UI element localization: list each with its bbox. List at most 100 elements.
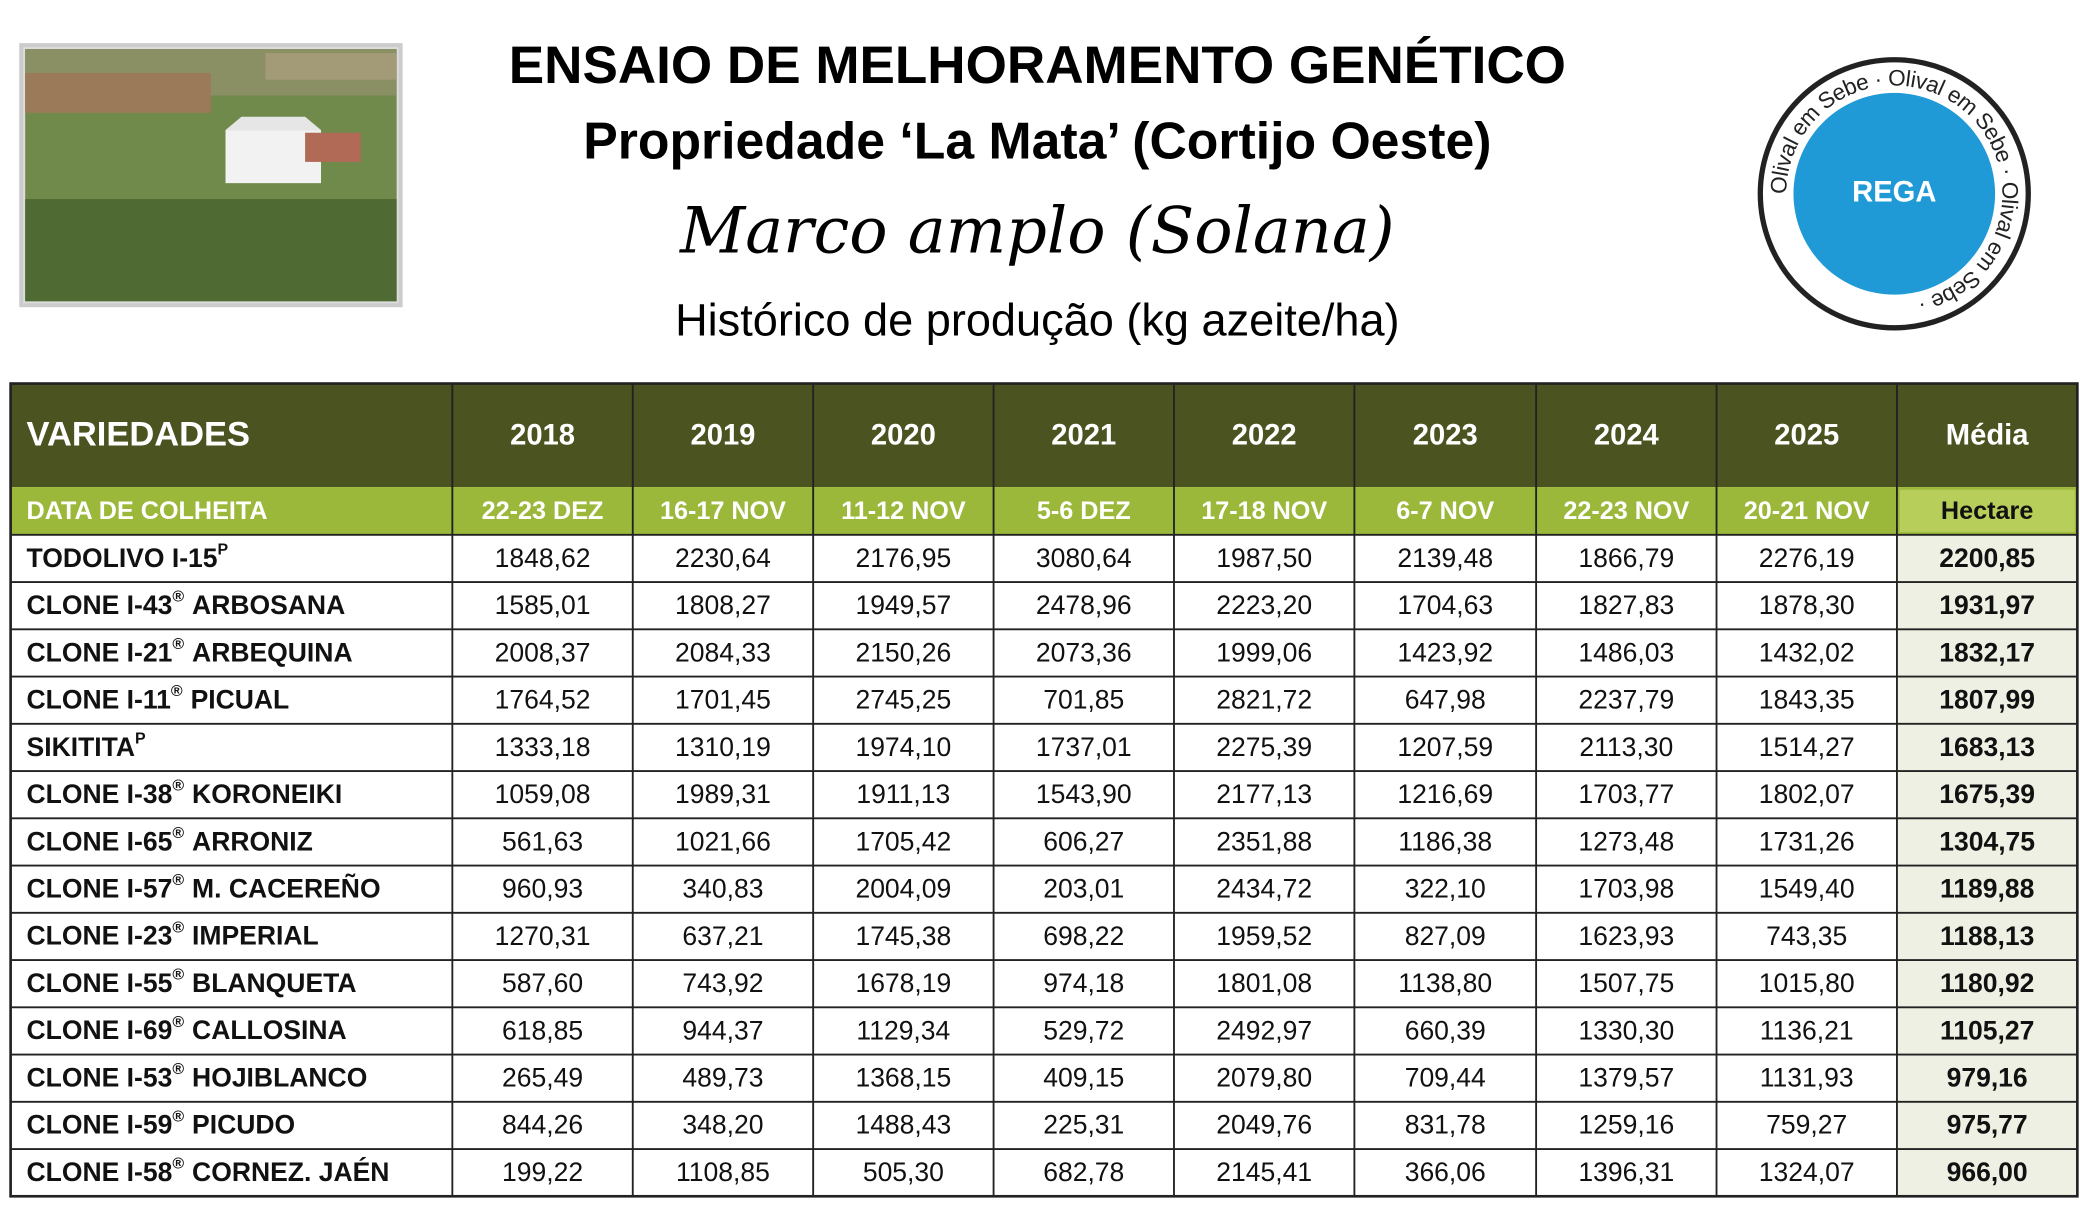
variety: CLONE I-58 [27,1157,173,1187]
value-cell: 1507,75 [1578,968,1674,998]
value-cell: 1273,48 [1578,826,1674,856]
value-cell: 1949,57 [855,590,951,620]
column-header: VARIEDADES [27,416,250,454]
photo [19,43,403,308]
value-cell: 660,39 [1405,1015,1486,1045]
column-header: 2019 [690,419,755,451]
value-cell: 322,10 [1405,874,1486,904]
variety-name: CLONE I-43® ARBOSANA [27,589,346,620]
value-cell: 203,01 [1043,874,1124,904]
value-cell: 1802,07 [1759,779,1855,809]
variety: CLONE I-65 [27,826,173,856]
variety-name: TODOLIVO I-15P [27,542,229,573]
value-cell: 348,20 [682,1110,763,1140]
value-cell: 2230,64 [675,543,771,573]
value-cell: 1866,79 [1578,543,1674,573]
variety-mark: ® [171,683,183,700]
column-header: 2022 [1232,419,1297,451]
harvest-media-cell [1899,489,2075,533]
variety-mark: ® [172,825,184,842]
variety-mark: P [218,542,229,559]
value-cell: 2223,20 [1216,590,1312,620]
column-header: 2020 [871,419,936,451]
variety-suffix: ARRONIZ [192,826,313,856]
variety-mark: ® [172,1156,184,1173]
media-cell: 966,00 [1947,1157,2028,1187]
value-cell: 844,26 [502,1110,583,1140]
variety: CLONE I-23 [27,921,173,951]
column-header: 2021 [1051,419,1116,451]
value-cell: 265,49 [502,1063,583,1093]
media-cell: 1807,99 [1939,685,2035,715]
value-cell: 944,37 [682,1015,763,1045]
value-cell: 618,85 [502,1015,583,1045]
value-cell: 1959,52 [1216,921,1312,951]
harvest-cell: Hectare [1941,497,2033,525]
variety-suffix: PICUDO [192,1110,295,1140]
value-cell: 1764,52 [495,685,591,715]
value-cell: 1704,63 [1397,590,1493,620]
table: VARIEDADES 2018 2019 2020 2021 2022 2023 2024 20… [9,382,2079,1198]
value-cell: 1623,93 [1578,921,1674,951]
variety-suffix: M. CACEREÑO [192,874,381,904]
value-cell: 1368,15 [855,1063,951,1093]
value-cell: 1216,69 [1397,779,1493,809]
column-header: 2023 [1413,419,1478,451]
value-cell: 1333,18 [495,732,591,762]
variety-name: CLONE I-11® PICUAL [27,683,290,714]
value-cell: 2492,97 [1216,1015,1312,1045]
value-cell: 1705,42 [855,826,951,856]
value-cell: 1827,83 [1578,590,1674,620]
value-cell: 1878,30 [1759,590,1855,620]
value-cell: 1974,10 [855,732,951,762]
variety-suffix: CALLOSINA [192,1015,347,1045]
harvest-cell: 22-23 DEZ [482,497,604,525]
harvest-cell: DATA DE COLHEITA [27,497,268,525]
value-cell: 1543,90 [1036,779,1132,809]
value-cell: 199,22 [502,1157,583,1187]
media-cell: 1675,39 [1939,779,2035,809]
value-cell: 1848,62 [495,543,591,573]
harvest-cell: 17-18 NOV [1201,497,1327,525]
value-cell: 2237,79 [1578,685,1674,715]
value-cell: 2177,13 [1216,779,1312,809]
value-cell: 1549,40 [1759,874,1855,904]
variety-mark: ® [172,920,184,937]
variety-name: CLONE I-38® KORONEIKI [27,778,343,809]
variety-suffix: IMPERIAL [192,921,319,951]
value-cell: 489,73 [682,1063,763,1093]
value-cell: 366,06 [1405,1157,1486,1187]
value-cell: 409,15 [1043,1063,1124,1093]
value-cell: 505,30 [863,1157,944,1187]
title: ENSAIO DE MELHORAMENTO GENÉTICO [509,35,1566,95]
media-cell: 1188,13 [1940,921,2034,951]
value-cell: 2145,41 [1216,1157,1312,1187]
variety: CLONE I-55 [27,968,173,998]
value-cell: 2049,76 [1216,1110,1312,1140]
variety: TODOLIVO I-15 [27,543,218,573]
variety-name: CLONE I-65® ARRONIZ [27,825,313,856]
variety: CLONE I-11 [27,685,172,715]
value-cell: 831,78 [1405,1110,1486,1140]
variety-name: CLONE I-58® CORNEZ. JAÉN [27,1156,390,1187]
value-cell: 2113,30 [1579,732,1673,762]
media-cell: 1304,75 [1939,826,2035,856]
value-cell: 1310,19 [675,732,771,762]
variety-mark: ® [172,967,184,984]
value-cell: 529,72 [1043,1015,1124,1045]
variety-name: SIKITITAP [27,731,146,762]
value-cell: 1330,30 [1578,1015,1674,1045]
value-cell: 743,35 [1766,921,1847,951]
variety-name: CLONE I-59® PICUDO [27,1109,296,1140]
value-cell: 1015,80 [1759,968,1855,998]
harvest-cell: 5-6 DEZ [1037,497,1131,525]
variety-suffix: CORNEZ. JAÉN [192,1157,389,1187]
value-cell: 1379,57 [1578,1063,1674,1093]
harvest-row [10,487,2078,535]
variety-suffix: ARBEQUINA [192,637,353,667]
media-cell: 1105,27 [1940,1015,2034,1045]
value-cell: 1987,50 [1216,543,1312,573]
variety: SIKITITA [27,732,135,762]
value-cell: 709,44 [1405,1063,1486,1093]
